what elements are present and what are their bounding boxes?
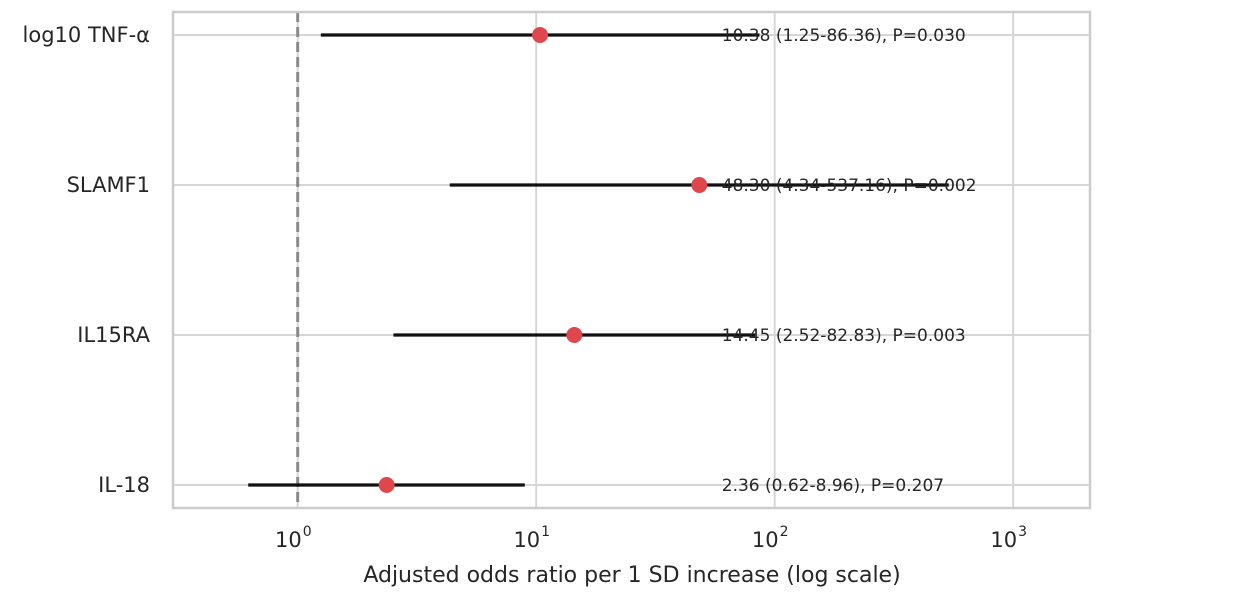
odds-ratio-point: [691, 177, 708, 193]
x-tick-label: 10 2: [752, 524, 789, 552]
x-tick-base: 10: [275, 528, 302, 552]
category-label: log10 TNF-α: [23, 23, 150, 47]
x-tick-label: 10 0: [275, 524, 312, 552]
category-labels: log10 TNF-α SLAMF1 IL15RA IL-18: [23, 23, 151, 497]
x-tick-base: 10: [513, 528, 540, 552]
estimate-annotation: 48.30 (4.34-537.16), P=0.002: [722, 176, 977, 196]
x-tick-label: 10 3: [990, 524, 1027, 552]
x-tick-base: 10: [990, 528, 1017, 552]
confidence-intervals: [248, 33, 949, 487]
estimate-annotation: 14.45 (2.52-82.83), P=0.003: [722, 326, 966, 346]
category-label: IL15RA: [77, 323, 150, 347]
x-tick-labels: 10 0 10 1 10 2 10 3: [275, 524, 1027, 552]
x-tick-exponent: 2: [780, 524, 789, 540]
x-tick-exponent: 0: [303, 524, 312, 540]
x-tick-exponent: 1: [541, 524, 550, 540]
x-tick-label: 10 1: [513, 524, 550, 552]
estimate-annotation: 2.36 (0.62-8.96), P=0.207: [722, 476, 944, 496]
category-label: IL-18: [98, 473, 150, 497]
x-axis-title: Adjusted odds ratio per 1 SD increase (l…: [363, 563, 900, 588]
odds-ratio-point: [378, 477, 395, 493]
x-tick-base: 10: [752, 528, 779, 552]
x-tick-exponent: 3: [1018, 524, 1027, 540]
category-label: SLAMF1: [67, 173, 150, 197]
odds-ratio-points: [378, 27, 708, 493]
grid-lines: [173, 12, 1090, 508]
estimate-annotation: 10.38 (1.25-86.36), P=0.030: [722, 26, 966, 46]
odds-ratio-point: [566, 327, 583, 343]
plot-frame: [171, 10, 1092, 510]
odds-ratio-point: [532, 27, 549, 43]
estimate-annotations: 10.38 (1.25-86.36), P=0.030 48.30 (4.34-5…: [722, 26, 977, 496]
